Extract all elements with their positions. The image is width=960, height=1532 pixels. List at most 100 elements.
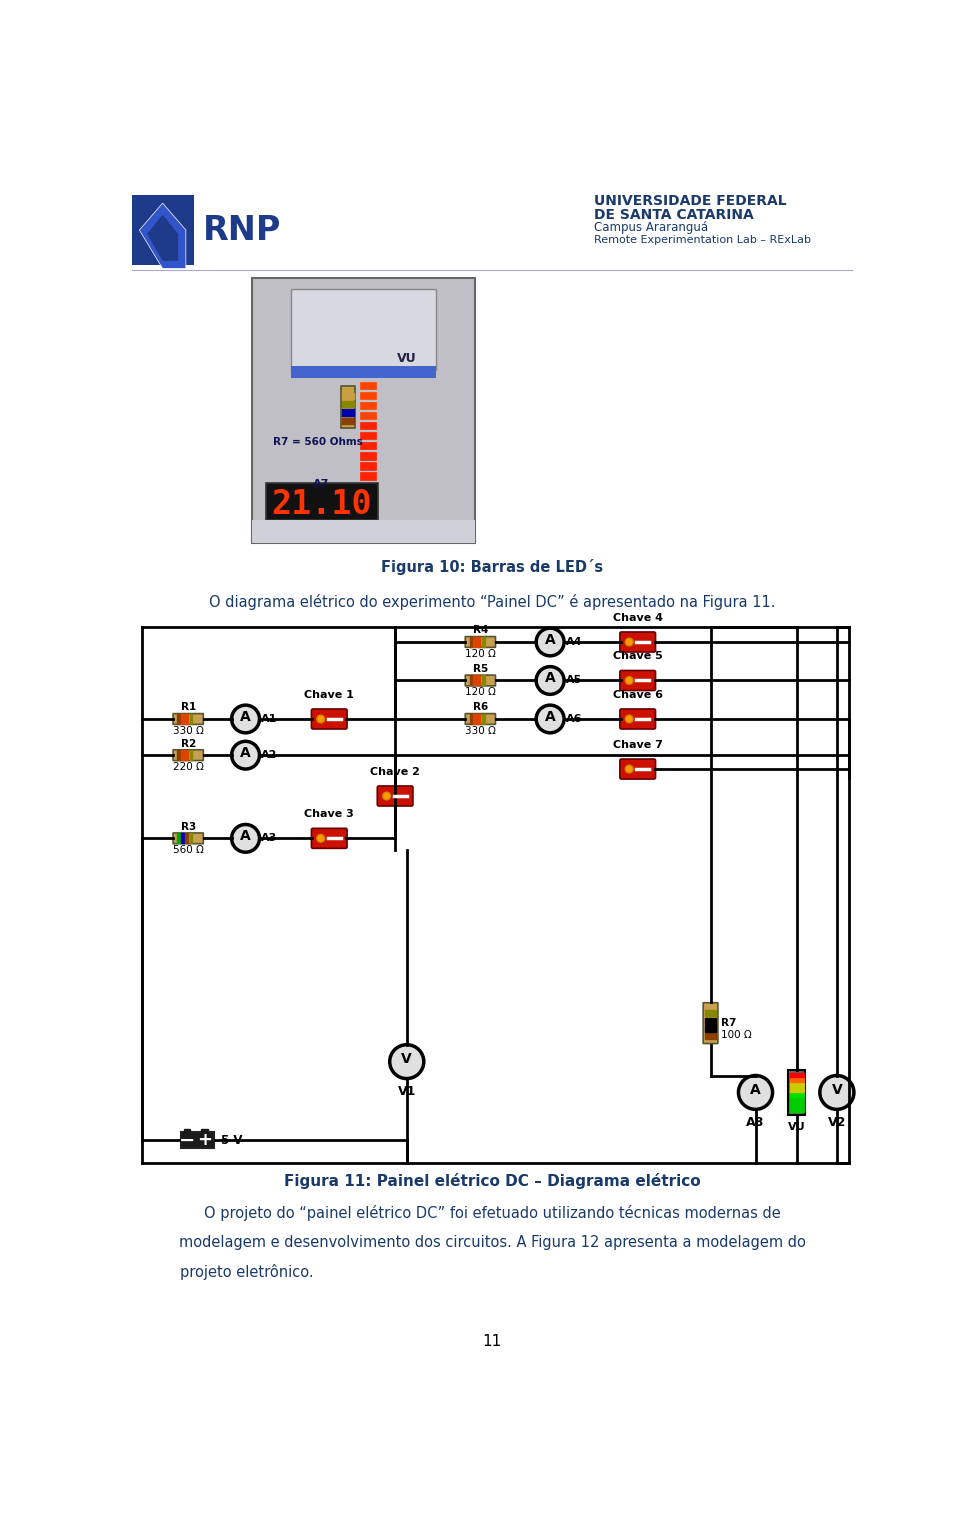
Text: Chave 7: Chave 7	[612, 740, 662, 749]
Bar	[266, 484, 378, 521]
Text: 120 Ω: 120 Ω	[465, 648, 495, 659]
Bar	[360, 472, 375, 480]
Bar	[360, 452, 375, 460]
Text: V: V	[401, 1052, 412, 1066]
Bar	[185, 714, 188, 725]
Bar	[190, 714, 192, 725]
Text: 11: 11	[482, 1334, 502, 1348]
Text: A4: A4	[565, 637, 582, 647]
Polygon shape	[147, 214, 179, 260]
Text: UNIVERSIDADE FEDERAL: UNIVERSIDADE FEDERAL	[594, 193, 787, 208]
Bar	[178, 714, 180, 725]
Text: DE SANTA CATARINA: DE SANTA CATARINA	[594, 208, 754, 222]
FancyBboxPatch shape	[311, 709, 348, 729]
Bar	[360, 412, 375, 420]
Circle shape	[231, 824, 259, 852]
Text: R7 = 560 Ohms: R7 = 560 Ohms	[273, 437, 363, 447]
Text: Remote Experimentation Lab – RExLab: Remote Experimentation Lab – RExLab	[594, 234, 811, 245]
Circle shape	[231, 741, 259, 769]
Text: modelagem e desenvolvimento dos circuitos. A Figura 12 apresenta a modelagem do: modelagem e desenvolvimento dos circuito…	[179, 1235, 805, 1250]
Text: 330 Ω: 330 Ω	[465, 726, 495, 735]
Bar	[342, 401, 354, 408]
FancyBboxPatch shape	[620, 709, 656, 729]
Bar	[190, 833, 192, 843]
Text: A2: A2	[261, 751, 277, 760]
Text: projeto eletrônico.: projeto eletrônico.	[180, 1264, 314, 1279]
Text: A6: A6	[565, 714, 582, 725]
Text: 220 Ω: 220 Ω	[173, 761, 204, 772]
FancyBboxPatch shape	[620, 633, 656, 653]
Bar	[482, 676, 485, 685]
Text: R1: R1	[180, 703, 196, 712]
Text: A: A	[750, 1083, 761, 1097]
Bar	[469, 637, 472, 647]
Text: +: +	[197, 1131, 212, 1149]
Text: R4: R4	[472, 625, 488, 636]
FancyBboxPatch shape	[620, 758, 656, 780]
Bar	[183, 1129, 190, 1132]
Text: A: A	[240, 709, 251, 723]
Text: A: A	[544, 709, 556, 723]
Text: 100 Ω: 100 Ω	[721, 1030, 752, 1040]
Polygon shape	[139, 204, 186, 268]
Text: Campus Araranguá: Campus Araranguá	[594, 221, 708, 234]
Text: Chave 4: Chave 4	[612, 613, 662, 622]
Bar	[181, 1132, 214, 1147]
Bar	[178, 751, 180, 760]
Text: Chave 1: Chave 1	[304, 689, 354, 700]
Bar	[473, 676, 476, 685]
Text: A5: A5	[565, 676, 582, 685]
Bar	[360, 421, 375, 429]
Circle shape	[537, 705, 564, 732]
Bar	[482, 637, 485, 647]
Text: R2: R2	[180, 738, 196, 749]
Circle shape	[820, 1075, 854, 1109]
Bar	[789, 1088, 804, 1092]
Bar	[360, 441, 375, 449]
Text: A3: A3	[261, 833, 277, 843]
Text: 330 Ω: 330 Ω	[173, 726, 204, 735]
FancyBboxPatch shape	[173, 833, 204, 844]
FancyBboxPatch shape	[466, 714, 495, 725]
Circle shape	[625, 715, 633, 723]
Bar	[360, 461, 375, 469]
Text: 5 V: 5 V	[221, 1134, 242, 1146]
Bar	[252, 277, 475, 544]
Bar	[185, 833, 188, 843]
Bar	[185, 751, 188, 760]
Bar	[789, 1094, 804, 1097]
Circle shape	[537, 628, 564, 656]
Text: O projeto do “painel elétrico DC” foi efetuado utilizando técnicas modernas de: O projeto do “painel elétrico DC” foi ef…	[204, 1206, 780, 1221]
FancyBboxPatch shape	[466, 676, 495, 686]
Bar	[360, 392, 375, 400]
Text: R5: R5	[472, 663, 488, 674]
Text: Figura 11: Painel elétrico DC – Diagrama elétrico: Figura 11: Painel elétrico DC – Diagrama…	[284, 1174, 700, 1189]
Bar	[477, 637, 480, 647]
Circle shape	[383, 792, 391, 800]
Bar	[252, 521, 475, 544]
Text: A: A	[544, 671, 556, 685]
Text: A1: A1	[261, 714, 277, 725]
Text: R6: R6	[472, 703, 488, 712]
Bar	[789, 1108, 804, 1112]
Text: Chave 3: Chave 3	[304, 809, 354, 820]
Bar	[789, 1074, 804, 1077]
Circle shape	[625, 764, 633, 772]
Bar	[360, 401, 375, 409]
Bar	[202, 1129, 207, 1132]
Text: V1: V1	[397, 1085, 416, 1098]
Circle shape	[231, 705, 259, 732]
Bar	[291, 290, 436, 371]
Bar	[132, 196, 194, 265]
Text: VU: VU	[788, 1121, 805, 1132]
Text: R7: R7	[721, 1019, 736, 1028]
Text: A: A	[544, 633, 556, 647]
Bar	[342, 418, 354, 424]
Bar	[706, 1017, 716, 1023]
Text: A8: A8	[746, 1115, 764, 1129]
Text: 560 Ω: 560 Ω	[173, 844, 204, 855]
Text: V2: V2	[828, 1115, 846, 1129]
Text: A: A	[240, 746, 251, 760]
FancyBboxPatch shape	[466, 637, 495, 648]
Bar	[789, 1098, 804, 1103]
